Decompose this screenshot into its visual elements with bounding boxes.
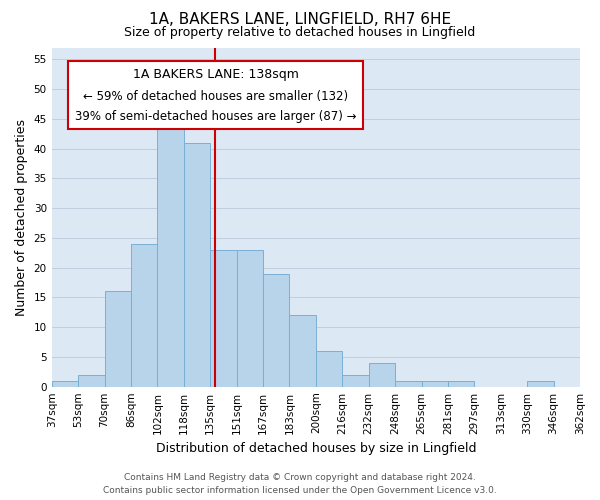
Text: Contains HM Land Registry data © Crown copyright and database right 2024.
Contai: Contains HM Land Registry data © Crown c…: [103, 474, 497, 495]
X-axis label: Distribution of detached houses by size in Lingfield: Distribution of detached houses by size …: [155, 442, 476, 455]
FancyBboxPatch shape: [68, 61, 364, 129]
Bar: [368, 363, 395, 386]
Text: ← 59% of detached houses are smaller (132): ← 59% of detached houses are smaller (13…: [83, 90, 348, 103]
Text: Size of property relative to detached houses in Lingfield: Size of property relative to detached ho…: [124, 26, 476, 39]
Bar: [78, 375, 104, 386]
Y-axis label: Number of detached properties: Number of detached properties: [15, 118, 28, 316]
Bar: [210, 250, 236, 386]
Text: 1A, BAKERS LANE, LINGFIELD, RH7 6HE: 1A, BAKERS LANE, LINGFIELD, RH7 6HE: [149, 12, 451, 28]
Bar: [104, 292, 131, 386]
Text: 39% of semi-detached houses are larger (87) →: 39% of semi-detached houses are larger (…: [75, 110, 356, 123]
Bar: [236, 250, 263, 386]
Bar: [157, 113, 184, 386]
Bar: [131, 244, 157, 386]
Bar: [395, 380, 421, 386]
Bar: [342, 375, 368, 386]
Bar: [316, 351, 342, 386]
Text: 1A BAKERS LANE: 138sqm: 1A BAKERS LANE: 138sqm: [133, 68, 298, 81]
Bar: [184, 142, 210, 386]
Bar: [52, 380, 78, 386]
Bar: [527, 380, 554, 386]
Bar: [448, 380, 475, 386]
Bar: [263, 274, 289, 386]
Bar: [421, 380, 448, 386]
Bar: [289, 316, 316, 386]
